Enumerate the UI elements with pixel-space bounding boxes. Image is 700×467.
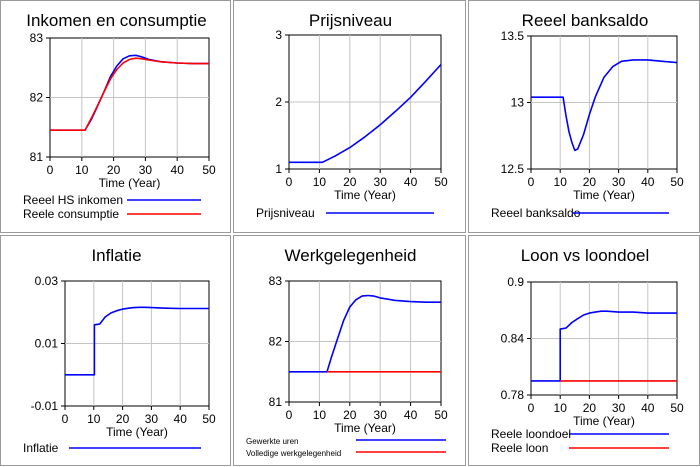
x-tick-label: 10 xyxy=(554,175,568,189)
y-tick-label: 0.78 xyxy=(501,388,525,402)
y-tick-label: 81 xyxy=(269,395,283,409)
x-tick-label: 50 xyxy=(670,401,684,415)
y-tick-label: 0.03 xyxy=(35,274,59,288)
x-tick-label: 20 xyxy=(107,163,121,177)
x-tick-label: 50 xyxy=(434,175,448,189)
x-tick-label: 30 xyxy=(612,175,626,189)
x-tick-label: 0 xyxy=(528,175,535,189)
x-tick-label: 10 xyxy=(87,412,101,426)
x-tick-label: 40 xyxy=(641,175,655,189)
x-tick-label: 30 xyxy=(374,175,388,189)
legend-label: Reeel HS inkomen xyxy=(23,193,123,207)
legend-label: Volledige werkgelegenheid xyxy=(246,449,341,458)
y-tick-label: 12.5 xyxy=(501,162,525,176)
x-tick-label: 20 xyxy=(343,175,357,189)
x-axis-label: Time (Year) xyxy=(334,421,396,435)
legend-label: Reele loon xyxy=(491,441,548,455)
legend-label: Reele loondoel xyxy=(491,427,571,441)
series-line-1 xyxy=(65,306,209,376)
x-tick-label: 0 xyxy=(528,401,535,415)
x-tick-label: 0 xyxy=(286,408,293,422)
series-line-2 xyxy=(50,57,209,131)
chart-svg: Reeel banksaldo 0 10 20 30 40 50 13.5 13 12.5 Time… xyxy=(491,11,684,220)
series-line-1 xyxy=(289,294,441,373)
series-line-1 xyxy=(289,63,442,164)
y-tick-label: 82 xyxy=(30,91,44,105)
chart-svg: Loon vs loondoel 0 10 20 30 40 50 0.9 0.84 0.78 Ti… xyxy=(491,246,684,455)
chart-title: Loon vs loondoel xyxy=(521,246,650,265)
x-tick-label: 10 xyxy=(313,408,327,422)
chart-svg: Werkgelegenheid 0 10 20 30 40 50 83 82 81 Time (Ye… xyxy=(246,246,448,458)
legend-label: Reele consumptie xyxy=(23,207,119,221)
y-tick-label: 2 xyxy=(275,95,282,109)
chart-panel-1: Inkomen en consumptie 0 10 20 30 40 50 83 82 81 Ti… xyxy=(0,0,231,233)
x-tick-label: 50 xyxy=(202,412,216,426)
chart-title: Reeel banksaldo xyxy=(522,11,649,30)
chart-title: Inflatie xyxy=(91,246,141,265)
x-axis-label: Time (Year) xyxy=(573,414,635,428)
x-tick-label: 20 xyxy=(583,401,597,415)
x-tick-label: 30 xyxy=(139,163,153,177)
x-tick-label: 30 xyxy=(374,408,388,422)
x-tick-label: 10 xyxy=(313,175,327,189)
chart-svg: Inkomen en consumptie 0 10 20 30 40 50 83 82 81 Ti… xyxy=(23,11,216,221)
x-axis-label: Time (Year) xyxy=(573,188,635,202)
y-tick-label: 1 xyxy=(275,162,282,176)
x-tick-label: 10 xyxy=(75,163,89,177)
y-tick-label: 0.84 xyxy=(501,332,525,346)
legend-label: Gewerkte uren xyxy=(246,437,298,446)
x-tick-label: 50 xyxy=(434,408,448,422)
chart-panel-5: Werkgelegenheid 0 10 20 30 40 50 83 82 81 Time (Ye… xyxy=(233,235,466,466)
x-tick-label: 30 xyxy=(145,412,159,426)
legend-label: Reeel banksaldo xyxy=(491,206,581,220)
chart-panel-4: Inflatie 0 10 20 30 40 50 0.03 0.01 -0.01 Time (Ye… xyxy=(0,235,231,466)
y-tick-label: 83 xyxy=(30,31,44,45)
x-tick-label: 40 xyxy=(641,401,655,415)
y-tick-label: 83 xyxy=(269,274,283,288)
x-tick-label: 20 xyxy=(583,175,597,189)
x-axis-label: Time (Year) xyxy=(99,176,161,190)
x-tick-label: 50 xyxy=(202,163,216,177)
x-tick-label: 10 xyxy=(554,401,568,415)
x-axis-label: Time (Year) xyxy=(106,425,168,439)
y-tick-label: 13 xyxy=(511,96,525,110)
x-tick-label: 40 xyxy=(404,175,418,189)
y-tick-label: -0.01 xyxy=(31,399,59,413)
chart-title: Prijsniveau xyxy=(309,11,392,30)
x-tick-label: 20 xyxy=(343,408,357,422)
chart-panel-3: Reeel banksaldo 0 10 20 30 40 50 13.5 13 12.5 Time… xyxy=(468,0,700,233)
x-tick-label: 40 xyxy=(174,412,188,426)
x-tick-label: 30 xyxy=(612,401,626,415)
y-tick-label: 13.5 xyxy=(501,29,525,43)
chart-title: Inkomen en consumptie xyxy=(26,11,207,30)
x-tick-label: 0 xyxy=(47,163,54,177)
series-line-1 xyxy=(531,310,677,382)
chart-title: Werkgelegenheid xyxy=(285,246,417,265)
x-tick-label: 0 xyxy=(62,412,69,426)
x-tick-label: 50 xyxy=(670,175,684,189)
x-tick-label: 40 xyxy=(404,408,418,422)
chart-panel-6: Loon vs loondoel 0 10 20 30 40 50 0.9 0.84 0.78 Ti… xyxy=(468,235,700,466)
y-tick-label: 3 xyxy=(275,28,282,42)
y-tick-label: 0.01 xyxy=(35,337,59,351)
chart-svg: Prijsniveau 0 10 20 30 40 50 3 2 1 Time (Year) Prij… xyxy=(256,11,448,220)
chart-svg: Inflatie 0 10 20 30 40 50 0.03 0.01 -0.01 Time (Ye… xyxy=(23,246,216,455)
x-tick-label: 0 xyxy=(286,175,293,189)
legend-label: Prijsniveau xyxy=(256,206,315,220)
y-tick-label: 0.9 xyxy=(507,275,524,289)
series-line-1 xyxy=(531,59,678,152)
y-tick-label: 82 xyxy=(269,335,283,349)
chart-panel-2: Prijsniveau 0 10 20 30 40 50 3 2 1 Time (Year) Prij… xyxy=(233,0,466,233)
x-tick-label: 40 xyxy=(171,163,185,177)
y-tick-label: 81 xyxy=(30,150,44,164)
x-tick-label: 20 xyxy=(116,412,130,426)
legend-label: Inflatie xyxy=(23,441,59,455)
x-axis-label: Time (Year) xyxy=(334,188,396,202)
